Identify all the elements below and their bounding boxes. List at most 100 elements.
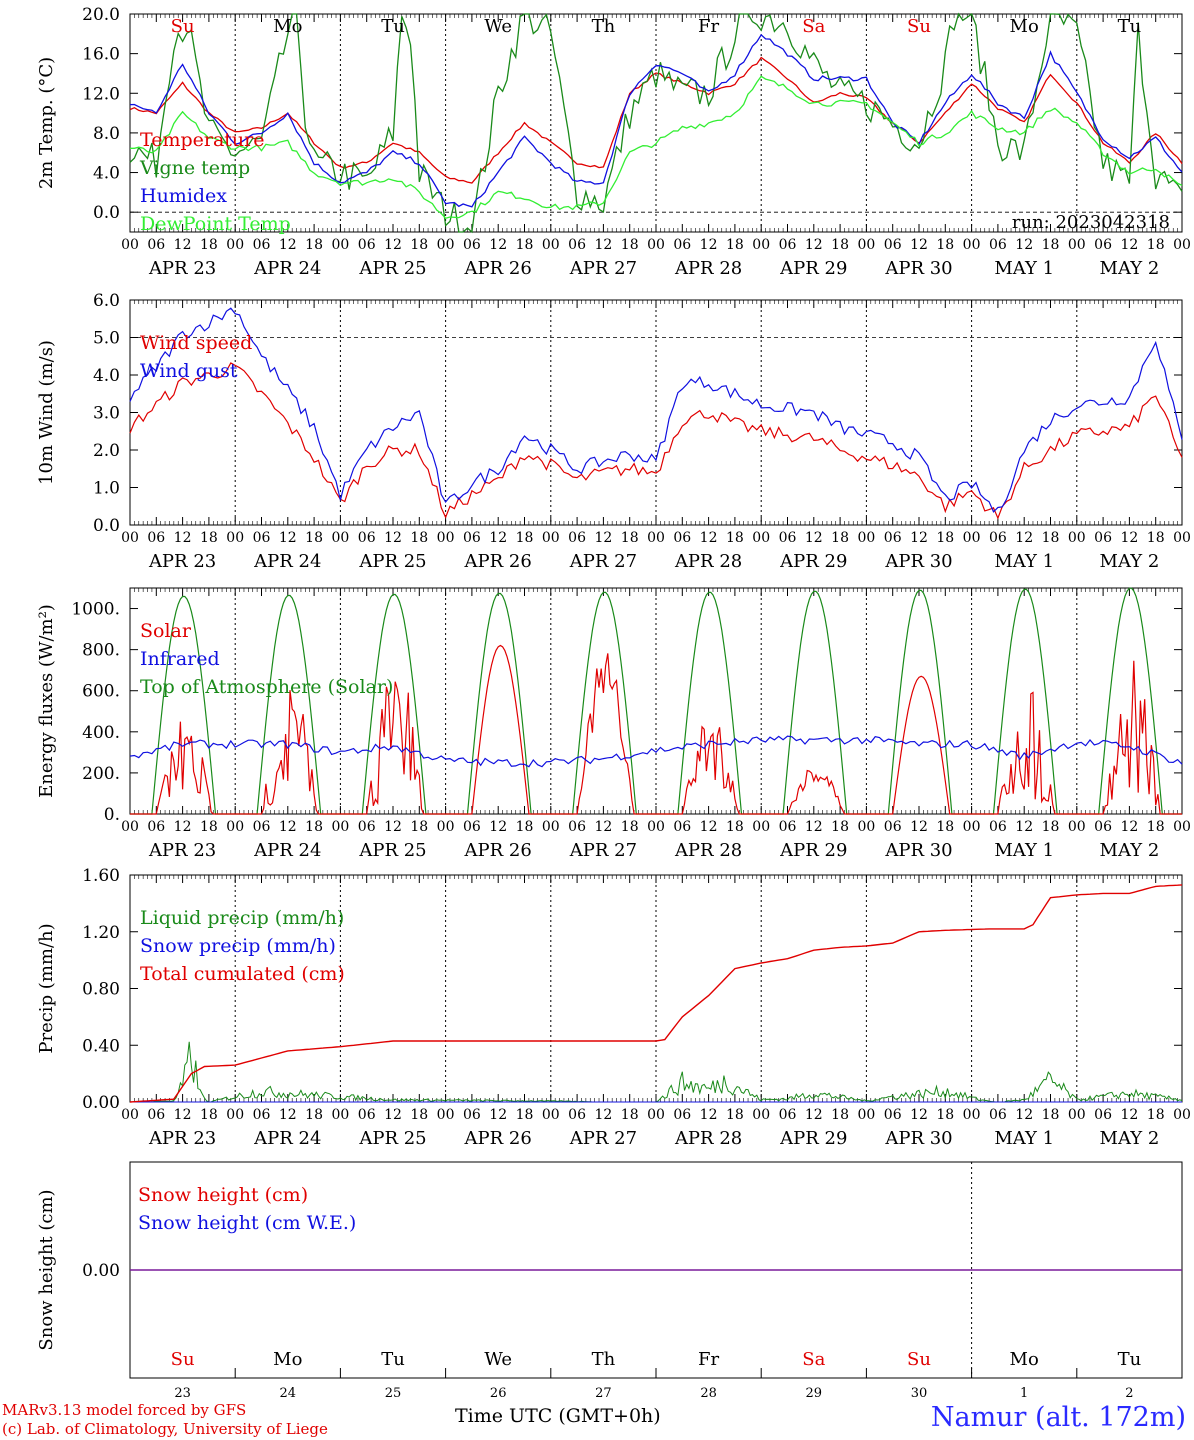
- weekday-label: Tu: [381, 1349, 405, 1370]
- hour-tick-label: 00: [963, 530, 981, 546]
- day-number-label: 26: [490, 1386, 507, 1401]
- hour-tick-label: 12: [805, 530, 823, 546]
- time-axis-label: Time UTC (GMT+0h): [455, 1405, 661, 1427]
- weekday-label: Fr: [698, 16, 719, 37]
- y-tick-label: 800.: [82, 641, 120, 661]
- hour-tick-label: 18: [516, 1107, 534, 1123]
- hour-tick-label: 12: [279, 819, 297, 835]
- date-label: MAY 1: [994, 258, 1054, 279]
- hour-tick-label: 18: [621, 819, 639, 835]
- hour-tick-label: 12: [594, 530, 612, 546]
- hour-tick-label: 06: [989, 1107, 1007, 1123]
- hour-tick-label: 00: [121, 530, 139, 546]
- y-tick-label: 4.0: [93, 164, 120, 184]
- hour-tick-label: 00: [121, 237, 139, 253]
- hour-tick-label: 18: [410, 819, 428, 835]
- hour-tick-label: 06: [463, 1107, 481, 1123]
- hour-tick-label: 18: [1147, 819, 1165, 835]
- hour-tick-label: 00: [542, 530, 560, 546]
- weekday-label: Su: [907, 1349, 931, 1370]
- hour-tick-label: 00: [647, 237, 665, 253]
- weekday-label: Mo: [1010, 16, 1039, 37]
- hour-tick-label: 12: [384, 819, 402, 835]
- hour-tick-label: 18: [410, 237, 428, 253]
- day-number-label: 28: [700, 1386, 717, 1401]
- y-tick-label: 0.80: [82, 980, 120, 1000]
- legend-entry: Snow precip (mm/h): [140, 935, 336, 957]
- hour-tick-label: 18: [1042, 1107, 1060, 1123]
- hour-tick-label: 18: [831, 530, 849, 546]
- y-tick-label: 1000.: [71, 600, 120, 620]
- hour-tick-label: 06: [253, 819, 271, 835]
- credit-line-lab: (c) Lab. of Climatology, University of L…: [2, 1420, 328, 1438]
- hour-tick-label: 12: [700, 237, 718, 253]
- hour-tick-label: 12: [910, 1107, 928, 1123]
- date-label: APR 27: [569, 1128, 637, 1149]
- date-label: MAY 2: [1100, 551, 1160, 572]
- y-axis-label: Snow height (cm): [36, 1189, 57, 1350]
- date-label: APR 26: [464, 840, 532, 861]
- legend-entry: DewPoint Temp: [140, 213, 291, 235]
- hour-tick-label: 06: [673, 530, 691, 546]
- hour-tick-label: 06: [779, 1107, 797, 1123]
- hour-tick-label: 18: [516, 819, 534, 835]
- day-number-label: 2: [1125, 1386, 1133, 1401]
- legend-entry: Liquid precip (mm/h): [140, 907, 344, 929]
- date-label: APR 27: [569, 258, 637, 279]
- hour-tick-label: 06: [568, 530, 586, 546]
- hour-tick-label: 12: [594, 1107, 612, 1123]
- y-tick-label: 6.0: [93, 291, 120, 311]
- hour-tick-label: 06: [568, 1107, 586, 1123]
- y-tick-label: 1.0: [93, 479, 120, 499]
- legend-entry: Vigne temp: [139, 157, 250, 179]
- hour-tick-label: 06: [463, 237, 481, 253]
- y-tick-label: 0.0: [93, 516, 120, 536]
- date-label: MAY 2: [1100, 840, 1160, 861]
- date-label: APR 23: [148, 551, 216, 572]
- hour-tick-label: 18: [516, 237, 534, 253]
- hour-tick-label: 00: [226, 1107, 244, 1123]
- date-label: APR 28: [674, 840, 742, 861]
- hour-tick-label: 06: [989, 819, 1007, 835]
- hour-tick-label: 18: [936, 237, 954, 253]
- y-axis-label: Energy fluxes (W/m²): [36, 604, 57, 798]
- hour-tick-label: 18: [831, 237, 849, 253]
- hour-tick-label: 06: [253, 530, 271, 546]
- y-tick-label: 600.: [82, 682, 120, 702]
- hour-tick-label: 18: [621, 237, 639, 253]
- series-line-1: [129, 362, 1183, 520]
- hour-tick-label: 00: [226, 237, 244, 253]
- hour-tick-label: 18: [200, 1107, 218, 1123]
- y-tick-label: 4.0: [93, 366, 120, 386]
- hour-tick-label: 12: [489, 1107, 507, 1123]
- date-label: APR 25: [358, 258, 426, 279]
- panel-5: 23 24 25 26 27 28 29 30 1 2 Su Mo Tu We Th Fr Sa Su Mo Tu 0.…: [36, 1161, 1183, 1401]
- hour-tick-label: 12: [279, 237, 297, 253]
- series-line-2: [129, 307, 1183, 513]
- y-tick-label: 400.: [82, 723, 120, 743]
- legend-entry: Wind gust: [140, 360, 238, 382]
- hour-tick-label: 00: [331, 1107, 349, 1123]
- y-tick-label: 12.0: [82, 84, 120, 104]
- hour-tick-label: 18: [305, 819, 323, 835]
- hour-tick-label: 00: [752, 237, 770, 253]
- hour-tick-label: 00: [437, 819, 455, 835]
- hour-tick-label: 12: [174, 530, 192, 546]
- hour-tick-label: 06: [358, 1107, 376, 1123]
- weekday-label: Fr: [698, 1349, 719, 1370]
- hour-tick-label: 00: [647, 819, 665, 835]
- weekday-label: Tu: [1118, 1349, 1142, 1370]
- run-label: run: 2023042318: [1012, 212, 1170, 233]
- legend-entry: Wind speed: [140, 332, 252, 354]
- date-label: APR 25: [358, 1128, 426, 1149]
- date-label: APR 24: [253, 551, 321, 572]
- y-axis-label: 10m Wind (m/s): [36, 340, 57, 485]
- hour-tick-label: 18: [936, 530, 954, 546]
- hour-tick-label: 12: [279, 1107, 297, 1123]
- day-number-label: 1: [1020, 1386, 1028, 1401]
- hour-tick-label: 00: [437, 237, 455, 253]
- hour-tick-label: 12: [700, 819, 718, 835]
- hour-tick-label: 12: [489, 530, 507, 546]
- y-axis-label: 2m Temp. (°C): [36, 57, 57, 189]
- day-number-label: 23: [174, 1386, 191, 1401]
